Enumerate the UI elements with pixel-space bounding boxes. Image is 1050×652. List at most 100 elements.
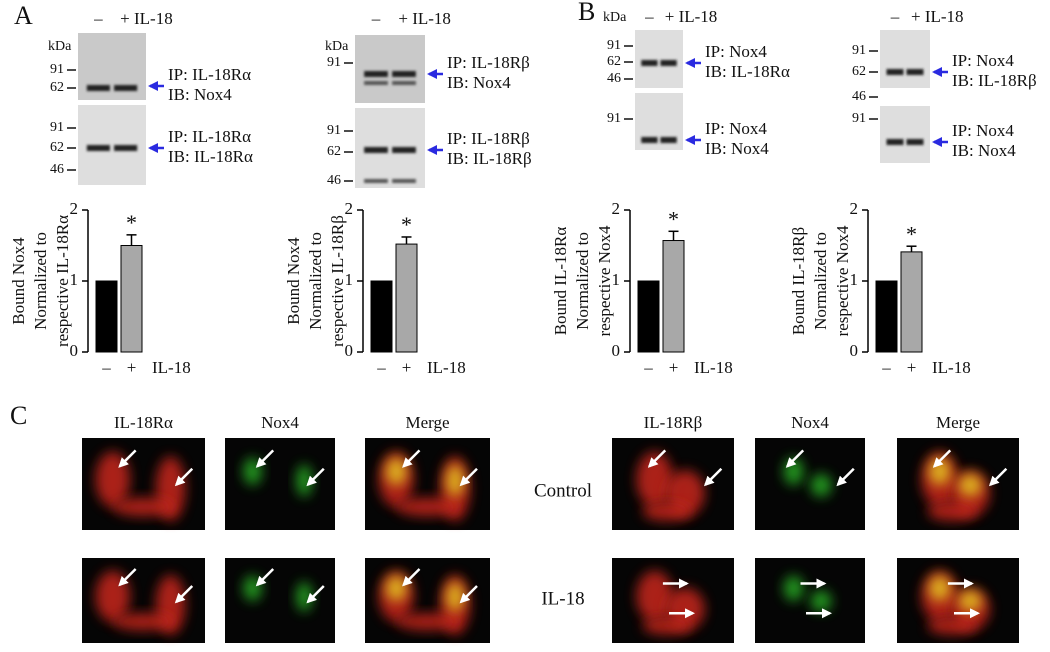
arrow	[647, 449, 667, 468]
column-header: Nox4	[791, 413, 829, 432]
arrow	[402, 449, 421, 468]
arrow	[118, 449, 137, 468]
blot-band	[86, 85, 110, 91]
bar	[637, 280, 660, 353]
marker-label: 62	[50, 80, 64, 95]
arrow	[306, 585, 325, 604]
blot-band	[364, 71, 388, 77]
x-tick-label: –	[376, 358, 386, 377]
y-tick-label: 2	[850, 199, 859, 218]
red-signal	[112, 613, 175, 631]
x-tick-label: –	[101, 358, 111, 377]
green-signal	[446, 581, 464, 612]
bar	[395, 243, 418, 353]
panel-label: B	[578, 0, 595, 26]
column-header: Merge	[936, 413, 980, 432]
blot-band	[392, 71, 416, 77]
lane-label: + IL-18	[398, 9, 451, 28]
arrow	[988, 467, 1008, 487]
green-signal	[243, 575, 262, 601]
x-tick-label: +	[669, 358, 679, 377]
significance: *	[668, 206, 679, 231]
y-axis-label: Bound Nox4	[284, 237, 303, 325]
red-signal	[642, 502, 692, 521]
green-signal	[783, 575, 804, 601]
marker-label: 91	[327, 55, 341, 70]
marker-label: 91	[607, 38, 621, 53]
ib-label: IB: Nox4	[168, 85, 232, 104]
y-axis-label: Normalized to	[31, 232, 50, 330]
blot-band	[886, 69, 904, 75]
bar	[370, 280, 393, 353]
micrograph	[755, 558, 865, 643]
marker-label: 62	[852, 64, 866, 79]
row-label: Control	[534, 480, 592, 501]
y-tick-label: 0	[850, 341, 859, 360]
arrow	[459, 467, 478, 487]
blot-band	[392, 179, 416, 183]
kda-label: kDa	[603, 10, 627, 25]
blot-image	[880, 30, 930, 88]
marker-label: 62	[327, 144, 341, 159]
x-tick-label: +	[127, 358, 137, 377]
column-header: IL-18Rβ	[644, 413, 703, 432]
x-tick-label: –	[881, 358, 891, 377]
y-tick-label: 0	[612, 341, 621, 360]
lane-label: + IL-18	[911, 7, 964, 26]
marker-label: 91	[50, 120, 64, 135]
x-axis-label: IL-18	[427, 358, 466, 377]
arrow	[255, 449, 275, 468]
ib-label: IB: IL-18Rβ	[447, 149, 532, 168]
ip-label: IP: Nox4	[705, 42, 767, 61]
ip-label: IP: IL-18Rβ	[447, 53, 530, 72]
error-bar	[906, 245, 917, 252]
lane-label: –	[93, 9, 103, 28]
kda-label: kDa	[325, 39, 349, 54]
ib-label: IB: Nox4	[705, 139, 769, 158]
blot-band	[906, 69, 924, 75]
ib-label: IB: Nox4	[952, 141, 1016, 160]
blot-band	[114, 145, 138, 151]
bar	[95, 280, 118, 353]
y-axis-label: respective IL-18Rβ	[328, 215, 347, 347]
green-signal	[243, 457, 262, 486]
y-tick-label: 0	[345, 341, 354, 360]
bar	[875, 280, 898, 353]
ip-label: IP: IL-18Rα	[168, 127, 251, 146]
y-tick-label: 1	[612, 270, 621, 289]
blot-band	[86, 145, 110, 151]
y-tick-label: 1	[850, 270, 859, 289]
error-bar	[401, 236, 412, 245]
ip-label: IP: Nox4	[952, 121, 1014, 140]
arrow	[785, 449, 805, 468]
marker-label: 62	[50, 140, 64, 155]
blot-image	[355, 35, 425, 103]
blot-band	[641, 137, 658, 143]
panel-label: A	[14, 1, 33, 30]
marker-label: 91	[852, 111, 866, 126]
green-signal	[446, 464, 464, 497]
y-axis-label: respective Nox4	[595, 225, 614, 336]
ip-label: IP: IL-18Rβ	[447, 129, 530, 148]
panel-label: C	[10, 401, 27, 430]
ip-label: IP: Nox4	[952, 51, 1014, 70]
kda-label: kDa	[48, 39, 72, 54]
marker-label: 91	[50, 62, 64, 77]
red-signal	[927, 502, 977, 521]
x-axis-label: IL-18	[932, 358, 971, 377]
blot-band	[364, 81, 388, 85]
marker-label: 91	[327, 123, 341, 138]
error-bar	[126, 234, 137, 246]
marker-label: 46	[852, 89, 866, 104]
arrow	[932, 449, 952, 468]
y-tick-label: 1	[70, 270, 79, 289]
y-axis-label: Bound Nox4	[9, 237, 28, 325]
blot-band	[364, 147, 388, 153]
green-signal	[958, 473, 982, 497]
ip-label: IP: Nox4	[705, 119, 767, 138]
green-signal	[928, 575, 951, 601]
red-signal	[396, 613, 459, 631]
x-tick-label: +	[402, 358, 412, 377]
y-axis-label: Normalized to	[573, 232, 592, 330]
arrow	[118, 568, 137, 587]
